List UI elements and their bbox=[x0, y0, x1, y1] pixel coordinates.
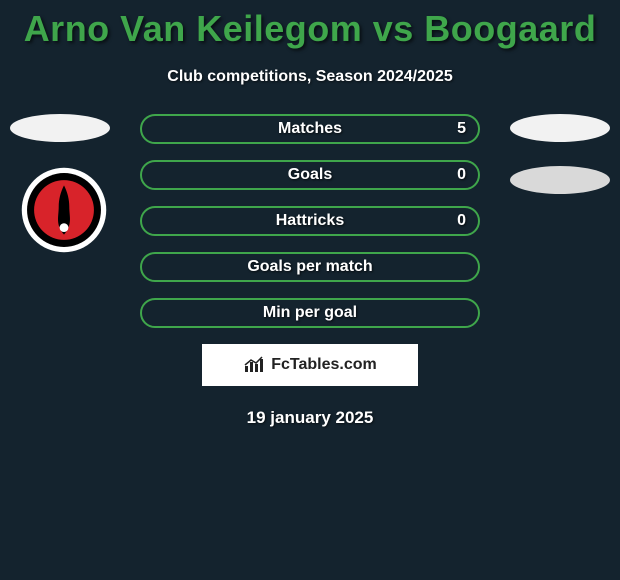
stat-label: Goals bbox=[288, 166, 332, 184]
stat-row-matches: Matches 5 bbox=[140, 114, 480, 144]
stat-label: Min per goal bbox=[263, 304, 357, 322]
brand-box: FcTables.com bbox=[202, 344, 418, 386]
stat-label: Hattricks bbox=[276, 212, 344, 230]
stat-right: 5 bbox=[457, 120, 466, 138]
player-right-placeholder bbox=[510, 114, 610, 142]
stat-label: Goals per match bbox=[247, 258, 372, 276]
chart-icon bbox=[243, 356, 265, 374]
club-badge-left bbox=[20, 166, 108, 254]
subtitle: Club competitions, Season 2024/2025 bbox=[0, 68, 620, 86]
stat-right: 0 bbox=[457, 212, 466, 230]
stat-row-min-per-goal: Min per goal bbox=[140, 298, 480, 328]
player-left-placeholder bbox=[10, 114, 110, 142]
stat-right: 0 bbox=[457, 166, 466, 184]
page-title: Arno Van Keilegom vs Boogaard bbox=[0, 0, 620, 50]
stat-label: Matches bbox=[278, 120, 342, 138]
stat-row-goals-per-match: Goals per match bbox=[140, 252, 480, 282]
club-right-placeholder bbox=[510, 166, 610, 194]
stats-area: Matches 5 Goals 0 Hattricks 0 Goals per … bbox=[0, 114, 620, 428]
stat-row-hattricks: Hattricks 0 bbox=[140, 206, 480, 236]
footer-date: 19 january 2025 bbox=[0, 408, 620, 428]
brand-text: FcTables.com bbox=[271, 356, 377, 374]
stat-row-goals: Goals 0 bbox=[140, 160, 480, 190]
